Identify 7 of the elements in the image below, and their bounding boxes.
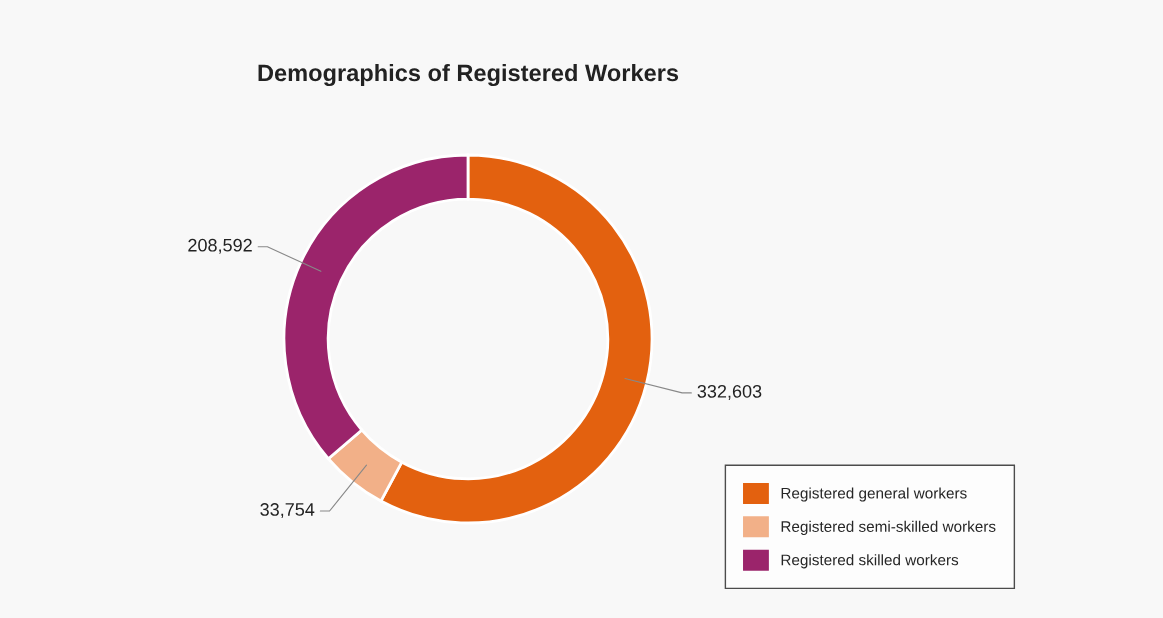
- legend-label: Registered skilled workers: [781, 554, 959, 569]
- data-label: 33,754: [260, 503, 315, 518]
- legend-label: Registered semi-skilled workers: [781, 520, 996, 535]
- legend-label: Registered general workers: [781, 487, 967, 502]
- data-label: 332,603: [697, 384, 762, 400]
- data-label: 208,592: [188, 238, 252, 254]
- chart-title: Demographics of Registered Workers: [258, 63, 679, 87]
